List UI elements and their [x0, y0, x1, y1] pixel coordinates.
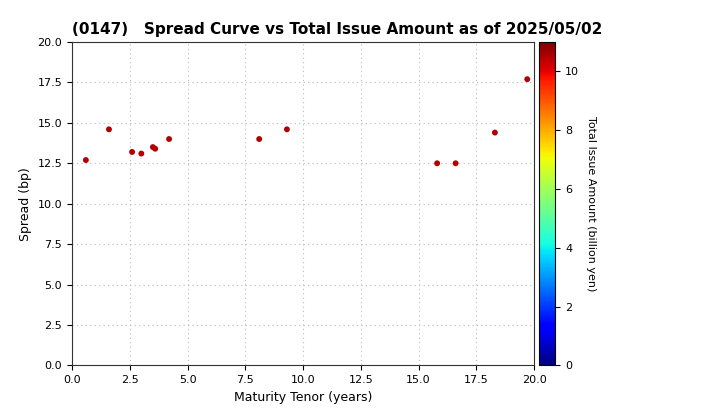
Point: [135, 150, 147, 157]
Point: [281, 126, 292, 133]
Y-axis label: Spread (bp): Spread (bp): [19, 167, 32, 241]
Point: [253, 136, 265, 142]
X-axis label: Maturity Tenor (years): Maturity Tenor (years): [234, 391, 372, 404]
Point: [80, 157, 91, 163]
Point: [150, 145, 161, 152]
Point: [450, 160, 462, 167]
Point: [489, 129, 500, 136]
Y-axis label: Total Issue Amount (billion yen): Total Issue Amount (billion yen): [585, 116, 595, 291]
Point: [126, 149, 138, 155]
Point: [431, 160, 443, 167]
Point: [103, 126, 114, 133]
Point: [521, 76, 533, 83]
Point: [163, 136, 175, 142]
Point: [147, 144, 158, 150]
Text: (0147)   Spread Curve vs Total Issue Amount as of 2025/05/02: (0147) Spread Curve vs Total Issue Amoun…: [72, 22, 603, 37]
